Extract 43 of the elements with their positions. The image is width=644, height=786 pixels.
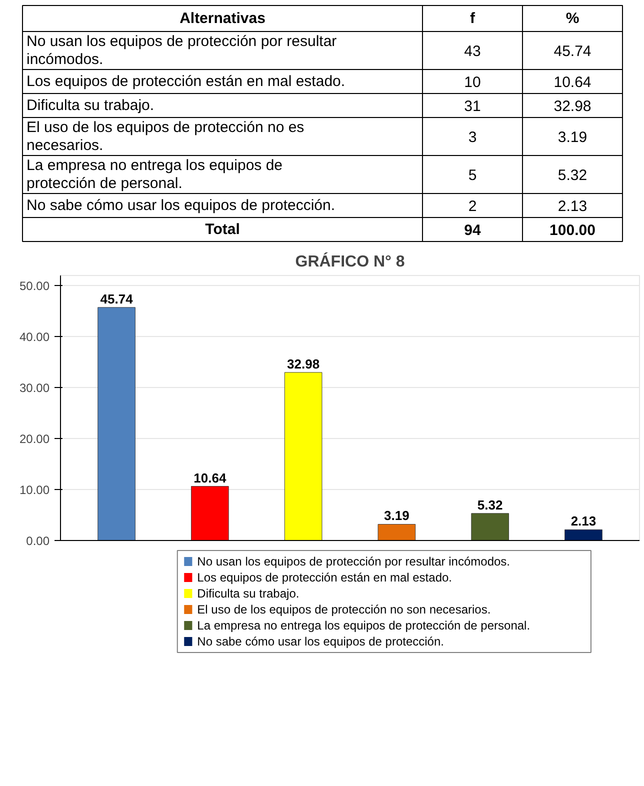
- y-tick-label: 40.00: [19, 330, 50, 344]
- category-label: El uso de los equipos de protección no es necesarios.: [26, 119, 304, 154]
- text: 45.74: [554, 43, 592, 60]
- data-label: 5.32: [477, 497, 503, 512]
- legend-label: No usan los equipos de protección por resultar incómodos.: [197, 554, 510, 568]
- data-label: 2.13: [570, 514, 596, 529]
- y-tick-label: 50.00: [19, 279, 50, 294]
- category-label: La empresa no entrega los equipos de protección de personal.: [26, 157, 283, 192]
- data-label: 32.98: [287, 356, 320, 372]
- chart-title: GRÁFICO N° 8: [295, 252, 405, 270]
- text: Los equipos de protección están en mal estado.: [26, 73, 346, 90]
- text: 43: [464, 43, 481, 60]
- text: 3: [468, 129, 477, 146]
- y-tick-label: 10.00: [19, 483, 50, 498]
- category-label: Total: [205, 221, 240, 238]
- legend-label: El uso de los equipos de protección no son necesarios.: [197, 602, 491, 616]
- category-label: f: [470, 10, 476, 27]
- y-tick-label: 20.00: [19, 432, 50, 446]
- legend-label: Dificulta su trabajo.: [197, 586, 300, 600]
- text: 3.19: [558, 129, 588, 146]
- legend-label: No sabe cómo usar los equipos de protección.: [197, 634, 444, 648]
- data-label: 3.19: [384, 508, 410, 524]
- category-label: Alternativas: [180, 10, 266, 27]
- text: 31: [464, 98, 481, 115]
- text: 10.64: [554, 74, 592, 91]
- category-label: %: [566, 10, 580, 27]
- text: 2: [468, 198, 477, 215]
- text: 2.13: [558, 198, 588, 215]
- text: 32.98: [554, 98, 592, 115]
- text: 5.32: [558, 167, 588, 184]
- data-label: 10.64: [194, 470, 227, 486]
- category-label: No usan los equipos de protección por resultar incómodos.: [26, 33, 337, 68]
- y-tick-label: 30.00: [19, 381, 50, 396]
- text: 10: [464, 74, 481, 91]
- text: 5: [468, 167, 477, 184]
- y-tick-label: 0.00: [26, 534, 50, 548]
- legend-label: La empresa no entrega los equipos de protección de personal.: [197, 618, 530, 632]
- text: 94: [464, 222, 481, 239]
- legend-label: Los equipos de protección están en mal estado.: [197, 570, 452, 584]
- data-label: 45.74: [100, 291, 134, 306]
- text: No sabe cómo usar los equipos de protección.: [26, 197, 336, 214]
- text: 100.00: [550, 222, 596, 239]
- category-label: Dificulta su trabajo.: [26, 97, 154, 114]
